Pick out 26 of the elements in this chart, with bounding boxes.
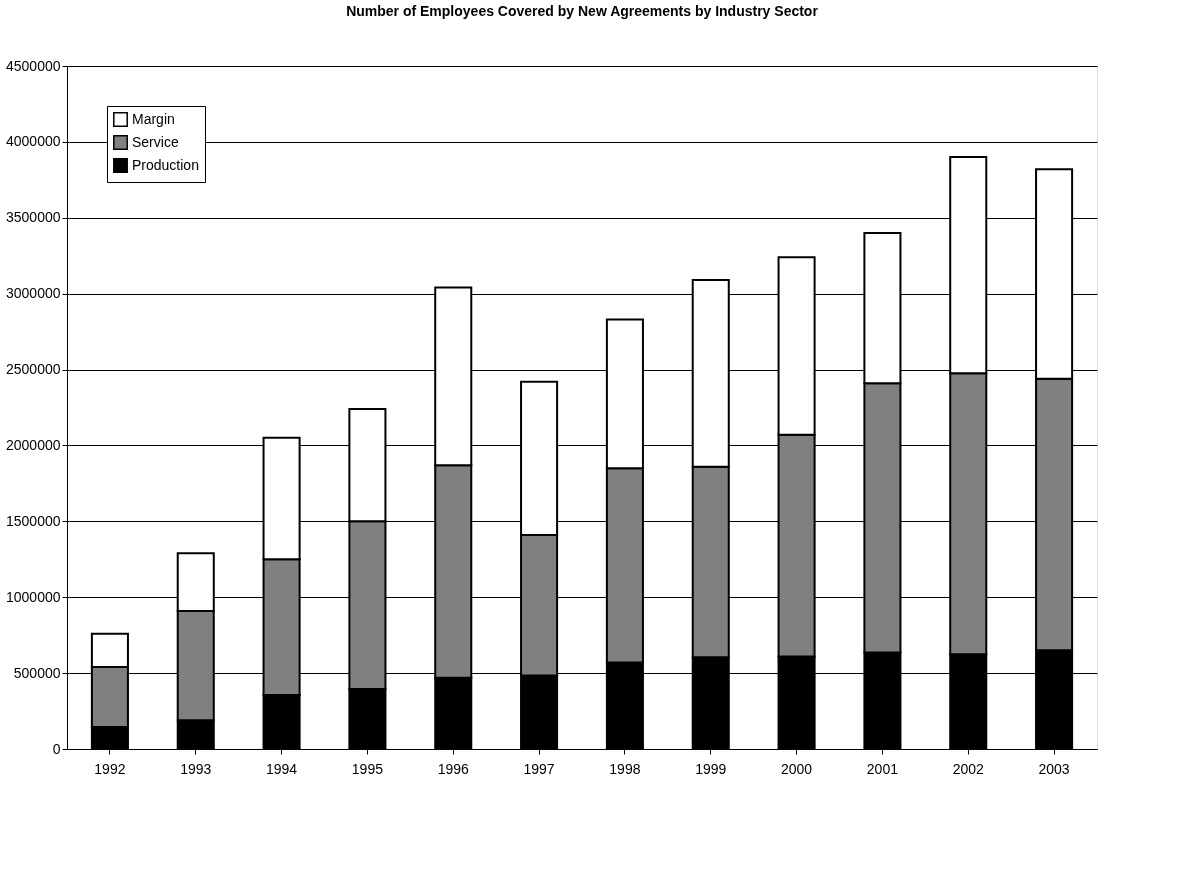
x-tick-label: 2001 bbox=[866, 760, 899, 777]
x-tick-label: 2003 bbox=[1038, 760, 1070, 777]
y-tick-label: 2000000 bbox=[5, 436, 61, 453]
y-tick-label: 4000000 bbox=[5, 133, 61, 150]
x-tick-label: 1996 bbox=[437, 760, 470, 777]
y-tick-label: 500000 bbox=[13, 664, 61, 681]
x-tick-label: 1997 bbox=[523, 760, 555, 777]
legend-label: Service bbox=[132, 133, 179, 150]
x-tick-label: 1992 bbox=[94, 760, 126, 777]
y-tick-label: 2500000 bbox=[5, 361, 61, 378]
y-tick-label: 1000000 bbox=[5, 588, 61, 605]
chart-title: Number of Employees Covered by New Agreements by Industry Sector bbox=[346, 3, 819, 19]
legend-label: Margin bbox=[132, 110, 175, 127]
x-tick-label: 2002 bbox=[952, 760, 985, 777]
y-tick-label: 1500000 bbox=[5, 512, 61, 529]
y-tick-label: 3500000 bbox=[5, 209, 61, 226]
y-tick-label: 0 bbox=[52, 740, 61, 757]
x-tick-label: 1998 bbox=[609, 760, 641, 777]
x-tick-label: 1993 bbox=[180, 760, 212, 777]
x-tick-label: 1995 bbox=[351, 760, 384, 777]
y-tick-label: 4500000 bbox=[5, 57, 61, 74]
x-tick-label: 1999 bbox=[695, 760, 727, 777]
x-tick-label: 1994 bbox=[266, 760, 298, 777]
legend-label: Production bbox=[132, 156, 199, 173]
x-tick-label: 2000 bbox=[781, 760, 813, 777]
y-tick-label: 3000000 bbox=[5, 285, 61, 302]
